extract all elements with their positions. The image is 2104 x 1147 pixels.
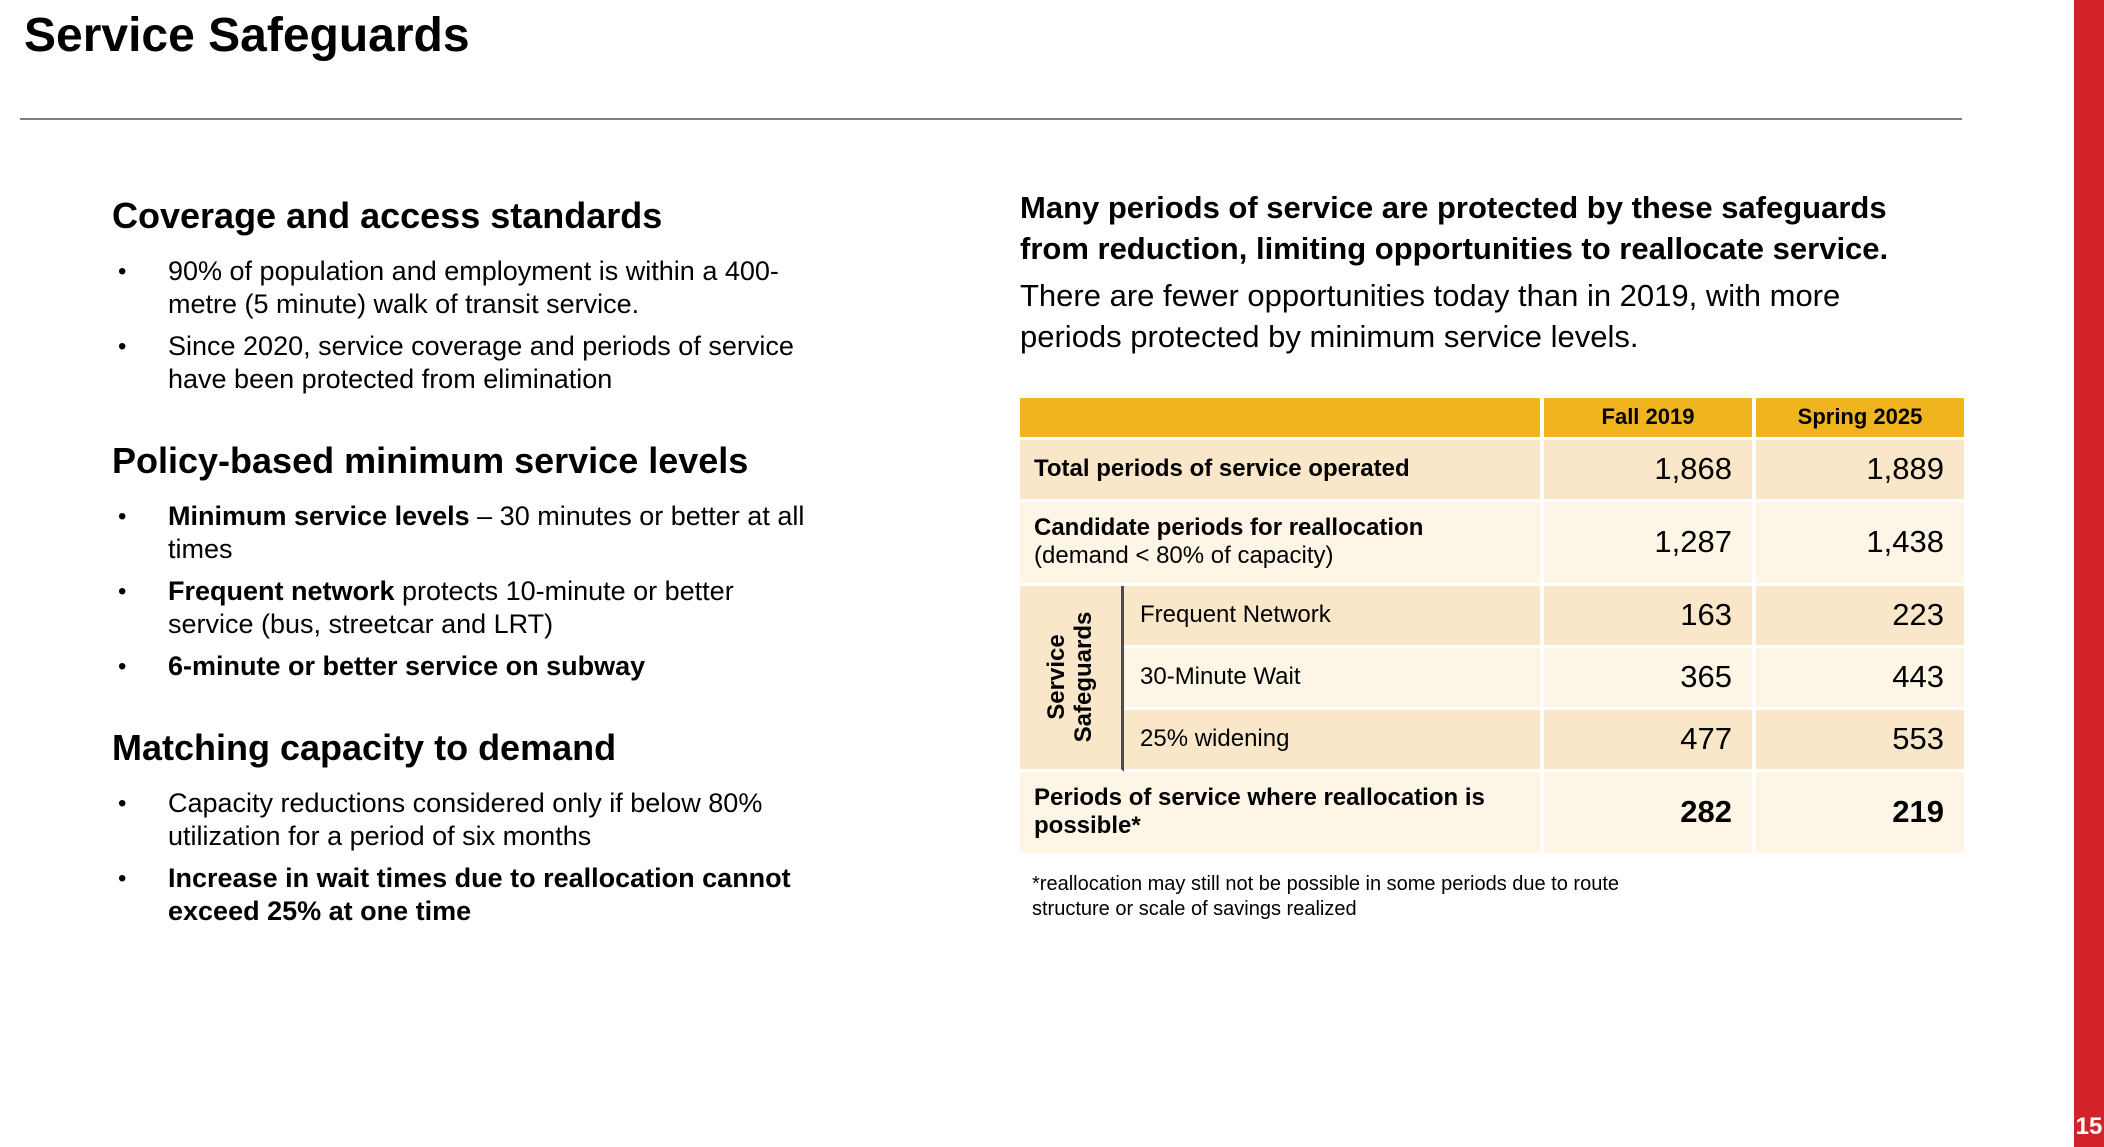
value-cell-fall: 163 [1544, 585, 1756, 648]
bullet-marker: • [118, 790, 127, 818]
table-footnote: *reallocation may still not be possible … [1032, 872, 1619, 920]
bullet-text: 90% of population and employment is with… [168, 256, 779, 319]
value-cell-fall: 282 [1544, 771, 1756, 856]
value-cell-fall: 365 [1544, 647, 1756, 710]
section-heading: Policy-based minimum service levels [112, 439, 749, 481]
row-label-cell: Total periods of service operated [1020, 439, 1544, 502]
bullet-marker: • [118, 258, 127, 285]
bullet-item: • Capacity reductions considered only if… [112, 787, 812, 853]
bullet-item: • Since 2020, service coverage and perio… [112, 330, 812, 396]
page-number: 15 [2075, 1113, 2103, 1140]
row-label-main: Candidate periods for reallocation [1034, 513, 1424, 541]
intro-bold-text: Many periods of service are protected by… [1020, 190, 1889, 266]
service-periods-table: Fall 2019 Spring 2025 Total periods of s… [1020, 397, 1968, 856]
value-cell-spring: 1,889 [1756, 439, 1968, 502]
bullet-text: Since 2020, service coverage and periods… [168, 330, 794, 394]
table-corner-cell [1020, 397, 1544, 440]
row-label-cell: Candidate periods for reallocation (dema… [1020, 501, 1544, 586]
bullet-item: • Frequent network protects 10-minute or… [112, 575, 812, 641]
group-label-cell: Service Safeguards [1020, 585, 1124, 772]
bullet-text: Minimum service levels – 30 minutes or b… [168, 500, 805, 564]
right-column: Many periods of service are protected by… [1020, 188, 1968, 922]
left-column: Coverage and access standards • 90% of p… [112, 195, 812, 972]
row-label-sub: (demand < 80% of capacity) [1034, 542, 1334, 570]
value-cell-spring: 1,438 [1756, 501, 1968, 586]
title-divider [20, 118, 1962, 120]
table-row-30-minute-wait: 30-Minute Wait 365 443 [1020, 647, 1968, 710]
bullet-item: • 90% of population and employment is wi… [112, 255, 812, 321]
accent-sidebar: 15 [2074, 0, 2104, 1147]
table-row-25-percent-widening: 25% widening 477 553 [1020, 709, 1968, 772]
table-row-candidate: Candidate periods for reallocation (dema… [1020, 501, 1968, 586]
bullet-text: 6-minute or better service on subway [168, 650, 646, 681]
bullet-item: • Minimum service levels – 30 minutes or… [112, 500, 812, 566]
intro-regular-text: There are fewer opportunities today than… [1020, 277, 1841, 354]
value-cell-fall: 1,868 [1544, 439, 1756, 502]
row-label-cell: 30-Minute Wait [1124, 647, 1544, 710]
bullet-text: Capacity reductions considered only if b… [168, 788, 763, 852]
bullet-marker: • [118, 864, 127, 892]
value-cell-fall: 1,287 [1544, 501, 1756, 586]
row-label-cell: 25% widening [1124, 709, 1544, 772]
value-cell-spring: 223 [1756, 585, 1968, 648]
value-cell-spring: 443 [1756, 647, 1968, 710]
header-cell-fall-2019: Fall 2019 [1544, 397, 1756, 440]
group-label-vertical: Service Safeguards [1042, 611, 1097, 743]
table-row-total: Total periods of service operated 1,868 … [1020, 439, 1968, 502]
value-cell-fall: 477 [1544, 709, 1756, 772]
bullet-marker: • [118, 332, 127, 360]
bullet-text: Increase in wait times due to reallocati… [168, 862, 791, 926]
section-heading: Coverage and access standards [112, 195, 663, 236]
section-capacity: Matching capacity to demand • Capacity r… [112, 727, 812, 928]
section-policy: Policy-based minimum service levels • Mi… [112, 440, 812, 683]
page-title: Service Safeguards [24, 9, 470, 62]
row-label-cell: Periods of service where reallocation is… [1020, 771, 1544, 856]
section-heading: Matching capacity to demand [112, 727, 617, 769]
bullet-marker: • [118, 577, 127, 605]
value-cell-spring: 553 [1756, 709, 1968, 772]
header-cell-spring-2025: Spring 2025 [1756, 397, 1968, 440]
bullet-item: • 6-minute or better service on subway [112, 650, 812, 684]
bullet-text: Frequent network protects 10-minute or b… [168, 575, 734, 639]
value-cell-spring: 219 [1756, 771, 1968, 856]
row-label-cell: Frequent Network [1124, 585, 1544, 648]
table-header-row: Fall 2019 Spring 2025 [1020, 397, 1968, 440]
bullet-item: • Increase in wait times due to realloca… [112, 862, 812, 928]
table-row-frequent-network: Service Safeguards Frequent Network 163 … [1020, 585, 1968, 772]
bullet-marker: • [118, 652, 127, 680]
bullet-marker: • [118, 502, 127, 530]
table-row-reallocation-possible: Periods of service where reallocation is… [1020, 771, 1968, 856]
section-coverage: Coverage and access standards • 90% of p… [112, 195, 812, 396]
